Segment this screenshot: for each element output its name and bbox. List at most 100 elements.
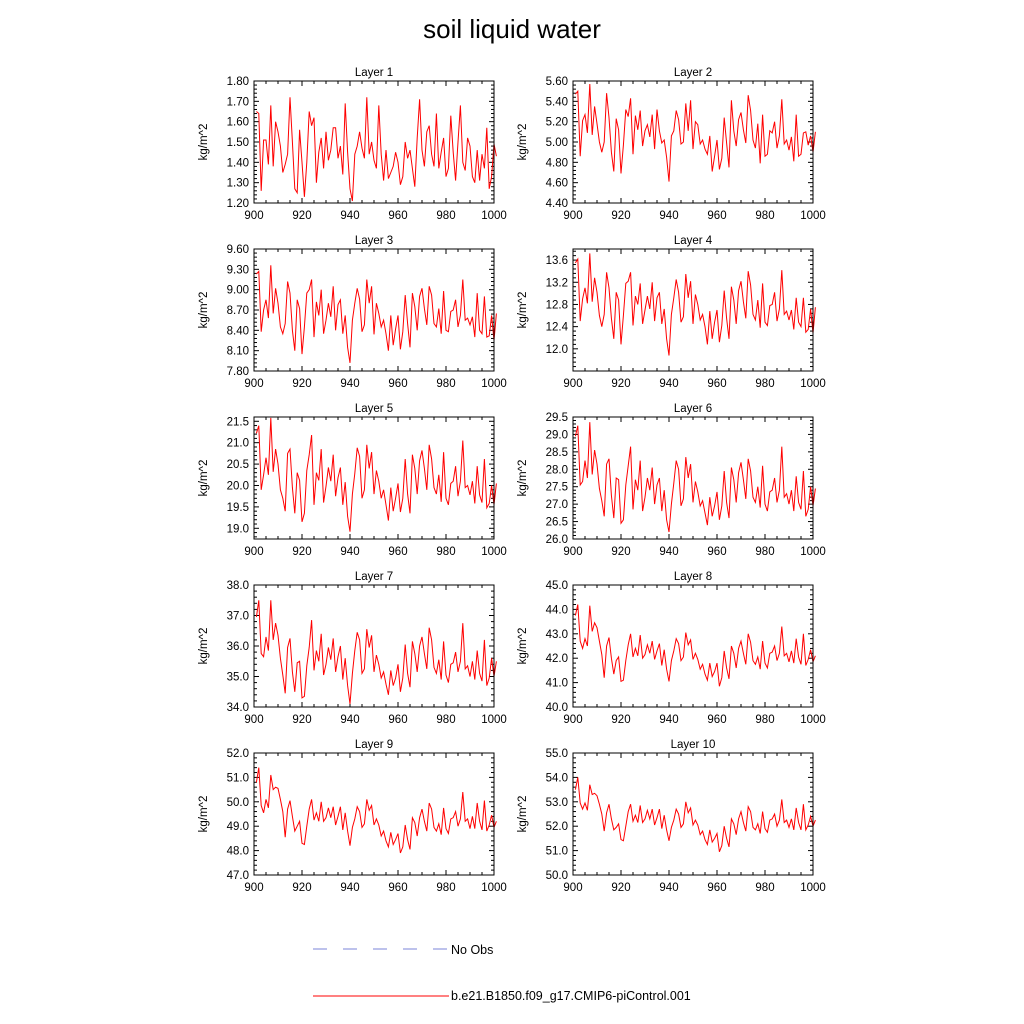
x-tick-label: 980 [436, 546, 455, 558]
y-tick-label: 12.4 [546, 322, 569, 334]
x-tick-label: 900 [244, 882, 263, 894]
panel-title: Layer 10 [671, 739, 716, 751]
y-tick-label: 8.70 [227, 305, 249, 317]
x-tick-label: 900 [244, 210, 263, 222]
y-tick-label: 1.80 [227, 76, 249, 88]
y-axis-label: kg/m^2 [517, 124, 529, 161]
y-tick-label: 49.0 [227, 821, 249, 833]
series-line [255, 767, 497, 854]
y-tick-label: 38.0 [227, 580, 249, 592]
series-line [574, 777, 816, 852]
x-tick-label: 1000 [481, 210, 507, 222]
series-line [575, 83, 816, 182]
y-tick-label: 27.0 [546, 499, 568, 511]
x-tick-label: 960 [388, 210, 407, 222]
y-axis-label: kg/m^2 [517, 460, 529, 497]
y-tick-label: 52.0 [546, 821, 568, 833]
x-tick-label: 900 [563, 378, 582, 390]
panel-layer-1: Layer 1 900 920 940 960 980 1000 1.20 1.30 1.40 1.… [198, 67, 507, 222]
y-tick-label: 45.0 [546, 580, 568, 592]
y-tick-label: 8.40 [227, 325, 249, 337]
x-tick-label: 1000 [800, 210, 826, 222]
x-tick-label: 920 [292, 714, 311, 726]
series-line [574, 422, 816, 533]
series-line [255, 600, 497, 704]
y-tick-label: 1.70 [227, 96, 249, 108]
plot-frame [253, 752, 495, 876]
x-tick-label: 980 [755, 714, 774, 726]
y-tick-label: 51.0 [546, 846, 568, 858]
x-tick-label: 960 [707, 546, 726, 558]
panel-layer-10: Layer 10 900 920 940 960 980 1000 50.0 51.0 52.0 5… [517, 739, 826, 894]
panel-title: Layer 5 [355, 403, 393, 415]
y-tick-label: 1.40 [227, 157, 249, 169]
y-tick-label: 50.0 [227, 797, 249, 809]
y-axis-label: kg/m^2 [517, 628, 529, 665]
y-tick-label: 1.20 [227, 198, 249, 210]
y-tick-label: 19.5 [227, 502, 249, 514]
y-axis-label: kg/m^2 [198, 796, 210, 833]
y-tick-label: 19.0 [227, 523, 249, 535]
y-tick-label: 42.0 [546, 653, 568, 665]
y-tick-label: 50.0 [546, 870, 568, 882]
y-tick-label: 41.0 [546, 678, 568, 690]
y-tick-label: 4.80 [546, 157, 568, 169]
panel-title: Layer 1 [355, 67, 393, 79]
x-tick-label: 1000 [481, 378, 507, 390]
y-tick-label: 20.5 [227, 459, 249, 471]
y-tick-label: 1.30 [227, 178, 249, 190]
y-tick-label: 28.5 [546, 447, 568, 459]
plot-frame [572, 248, 814, 372]
y-tick-label: 4.60 [546, 178, 568, 190]
y-tick-label: 13.2 [546, 277, 568, 289]
series-line [255, 417, 497, 532]
y-tick-label: 21.0 [227, 438, 249, 450]
x-tick-label: 960 [388, 714, 407, 726]
y-tick-label: 54.0 [546, 772, 568, 784]
x-tick-label: 920 [292, 378, 311, 390]
x-tick-label: 920 [292, 882, 311, 894]
plot-frame [253, 584, 495, 708]
y-tick-label: 4.40 [546, 198, 568, 210]
x-tick-label: 980 [436, 210, 455, 222]
panel-layer-4: Layer 4 900 920 940 960 980 1000 12.0 12.4 12.8 13… [517, 235, 826, 390]
panel-layer-8: Layer 8 900 920 940 960 980 1000 40.0 41.0 42.0 43… [517, 571, 826, 726]
y-tick-label: 26.0 [546, 534, 568, 546]
series-line [574, 253, 816, 356]
x-tick-label: 940 [659, 378, 678, 390]
x-tick-label: 980 [755, 546, 774, 558]
x-tick-label: 940 [340, 378, 359, 390]
y-tick-label: 12.0 [546, 344, 568, 356]
panel-title: Layer 3 [355, 235, 393, 247]
series-line [256, 97, 497, 202]
x-tick-label: 940 [340, 210, 359, 222]
plot-frame [253, 416, 495, 540]
x-tick-label: 920 [611, 546, 630, 558]
x-tick-label: 1000 [800, 714, 826, 726]
series-line [256, 265, 497, 363]
x-tick-label: 980 [436, 378, 455, 390]
y-axis-label: kg/m^2 [198, 628, 210, 665]
legend-model-label: b.e21.B1850.f09_g17.CMIP6-piControl.001 [451, 989, 691, 1003]
y-tick-label: 29.0 [546, 429, 568, 441]
x-tick-label: 940 [340, 882, 359, 894]
panel-layer-7: Layer 7 900 920 940 960 980 1000 34.0 35.0 36.0 37… [198, 571, 507, 726]
y-tick-label: 40.0 [546, 702, 568, 714]
x-tick-label: 980 [436, 882, 455, 894]
series-line [574, 604, 816, 687]
y-tick-label: 51.0 [227, 772, 249, 784]
x-tick-label: 960 [388, 546, 407, 558]
x-tick-label: 920 [292, 546, 311, 558]
page-title: soil liquid water [423, 14, 601, 44]
x-tick-label: 1000 [481, 546, 507, 558]
y-axis-label: kg/m^2 [198, 292, 210, 329]
x-tick-label: 940 [340, 714, 359, 726]
panel-title: Layer 4 [674, 235, 713, 247]
y-tick-label: 12.8 [546, 299, 568, 311]
y-tick-label: 27.5 [546, 482, 568, 494]
y-tick-label: 36.0 [227, 641, 249, 653]
y-tick-label: 48.0 [227, 846, 249, 858]
y-tick-label: 5.40 [546, 96, 568, 108]
y-tick-label: 55.0 [546, 748, 568, 760]
